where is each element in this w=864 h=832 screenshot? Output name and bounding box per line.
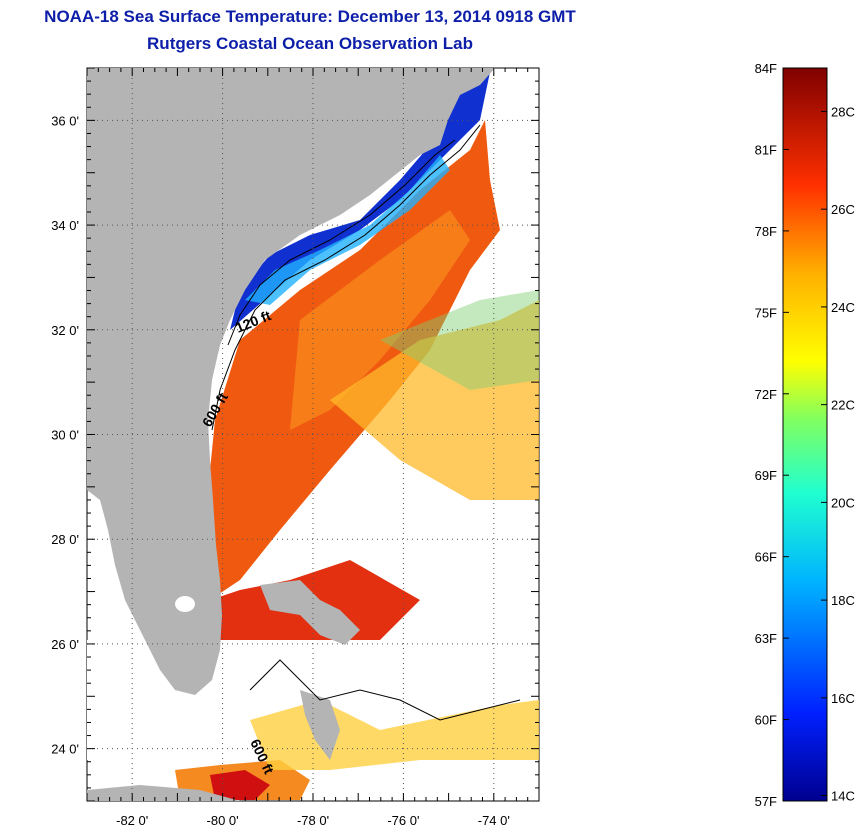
contour-600ft	[211, 124, 481, 431]
colorbar-f-label: 75F	[755, 305, 777, 320]
map-title: NOAA-18 Sea Surface Temperature: Decembe…	[44, 7, 576, 26]
colorbar-f-label: 78F	[755, 224, 777, 239]
lon-tick-label: -76 0'	[387, 813, 419, 828]
colorbar-f-label: 69F	[755, 468, 777, 483]
colorbar-c-label: 22C	[831, 398, 855, 413]
map-subtitle: Rutgers Coastal Ocean Observation Lab	[147, 34, 473, 53]
colorbar-c-label: 20C	[831, 495, 855, 510]
colorbar-c-label: 28C	[831, 104, 855, 119]
land-cuba	[87, 785, 240, 801]
colorbar-f-label: 63F	[755, 631, 777, 646]
land-us	[87, 68, 495, 695]
colorbar-c-label: 14C	[831, 789, 855, 804]
contour-south	[249, 659, 521, 721]
lon-tick-label: -80 0'	[207, 813, 239, 828]
lon-tick-label: -74 0'	[478, 813, 510, 828]
lat-tick-label: 24 0'	[51, 742, 79, 757]
colorbar	[782, 67, 828, 802]
axis-ticks	[86, 67, 540, 802]
south-hot	[210, 770, 270, 800]
land-bahamas-1	[260, 580, 360, 645]
contour-120ft	[227, 139, 456, 346]
colorbar-c-label: 24C	[831, 300, 855, 315]
lat-tick-label: 26 0'	[51, 637, 79, 652]
colorbar-f-label: 84F	[755, 61, 777, 76]
colorbar-f-label: 66F	[755, 550, 777, 565]
lat-tick-label: 32 0'	[51, 323, 79, 338]
colorbar-f-label: 60F	[755, 713, 777, 728]
lon-tick-label: -82 0'	[116, 813, 148, 828]
lat-tick-label: 34 0'	[51, 218, 79, 233]
lake-okeechobee	[175, 596, 195, 612]
lat-tick-label: 36 0'	[51, 113, 79, 128]
colorbar-f-label: 72F	[755, 387, 777, 402]
warm-water-core	[290, 210, 470, 430]
lon-tick-label: -78 0'	[297, 813, 329, 828]
axis-tick-labels: -82 0' -80 0' -78 0' -76 0' -74 0' 36 0' 34 0'…	[51, 113, 510, 828]
graticule	[87, 68, 539, 801]
colorbar-ticks: 84F 81F 78F 75F 72F 69F 66F 63F 60F 57F 28C 26C 24C 2…	[755, 61, 855, 809]
colorbar-c-label: 18C	[831, 593, 855, 608]
mixed-water	[330, 300, 539, 500]
no-data-gulf	[87, 640, 240, 760]
colorbar-c-label: 16C	[831, 691, 855, 706]
lat-tick-label: 30 0'	[51, 428, 79, 443]
cool-shelf-water	[245, 155, 450, 305]
mixed-water-2	[380, 290, 539, 390]
land-bahamas-2	[300, 690, 340, 760]
colorbar-f-label: 81F	[755, 142, 777, 157]
colorbar-f-label: 57F	[755, 794, 777, 809]
colorbar-c-label: 26C	[831, 202, 855, 217]
lat-tick-label: 28 0'	[51, 532, 79, 547]
